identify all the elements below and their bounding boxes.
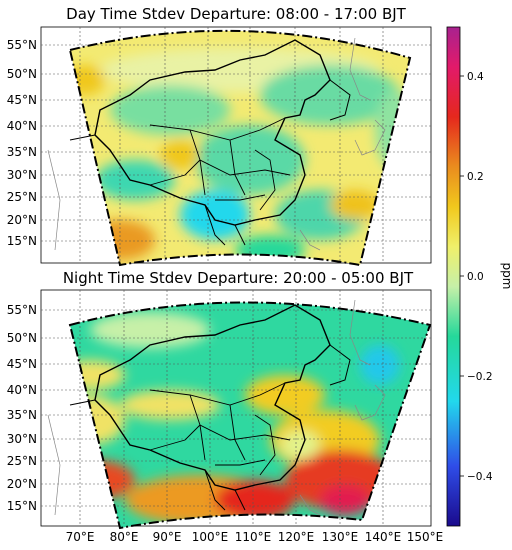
top-map-panel: 55°N 50°N 45°N 40°N 35°N 30°N 25°N 20°N … (7, 26, 432, 267)
lat-label: 45°N (7, 93, 37, 107)
lat-label: 25°N (7, 190, 37, 204)
colorbar-unit-label: ppm (500, 263, 512, 290)
lat-label: 50°N (7, 331, 37, 345)
colorbar-tick-label: 0.2 (467, 171, 484, 183)
colorbar-tick-label: 0.0 (467, 271, 484, 283)
top-lat-labels: 55°N 50°N 45°N 40°N 35°N 30°N 25°N 20°N … (7, 38, 37, 248)
bottom-panel-title: Night Time Stdev Departure: 20:00 - 05:0… (63, 269, 414, 287)
bottom-province-borders (149, 382, 291, 476)
lon-label: 140°E (365, 530, 402, 544)
colorbar-gradient (446, 26, 461, 527)
top-china-border (94, 39, 331, 226)
top-panel-title: Day Time Stdev Departure: 08:00 - 17:00 … (66, 5, 406, 23)
lat-label: 50°N (7, 67, 37, 81)
lat-label: 40°N (7, 383, 37, 397)
lat-label: 55°N (7, 303, 37, 317)
lat-label: 30°N (7, 168, 37, 182)
bottom-lat-labels: 55°N 50°N 45°N 40°N 35°N 30°N 25°N 20°N … (7, 303, 37, 513)
lat-label: 15°N (7, 499, 37, 513)
top-neighbor-borders (69, 79, 351, 246)
bottom-lon-labels: 70°E 80°E 90°E 100°E 110°E 120°E 130°E 1… (66, 530, 444, 544)
lat-label: 40°N (7, 119, 37, 133)
lat-label: 20°N (7, 213, 37, 227)
lon-label: 80°E (110, 530, 139, 544)
top-coastlines (47, 37, 386, 251)
lat-label: 15°N (7, 234, 37, 248)
lon-label: 70°E (66, 530, 95, 544)
bottom-gridlines (41, 290, 431, 526)
lat-label: 30°N (7, 432, 37, 446)
bottom-coastlines (47, 299, 386, 516)
top-domain-boundary (68, 29, 412, 267)
colorbar: 0.4 0.2 0.0 −0.2 −0.4 ppm (446, 26, 512, 527)
bottom-map-panel: 55°N 50°N 45°N 40°N 35°N 30°N 25°N 20°N … (7, 289, 444, 544)
top-province-borders (149, 117, 291, 211)
bottom-neighbor-borders (69, 344, 351, 511)
colorbar-tick-label: 0.4 (467, 71, 484, 83)
lat-label: 20°N (7, 477, 37, 491)
colorbar-tick-label: −0.2 (467, 371, 493, 383)
bottom-domain-boundary (68, 301, 432, 530)
lat-label: 35°N (7, 408, 37, 422)
lon-label: 90°E (153, 530, 182, 544)
lon-label: 130°E (322, 530, 359, 544)
lat-label: 55°N (7, 38, 37, 52)
colorbar-tick-label: −0.4 (467, 471, 493, 483)
lon-label: 150°E (407, 530, 444, 544)
lon-label: 100°E (192, 530, 229, 544)
lon-label: 110°E (235, 530, 272, 544)
colorbar-ticks (460, 75, 464, 477)
bottom-china-border (94, 304, 331, 491)
lat-label: 25°N (7, 454, 37, 468)
lat-label: 35°N (7, 145, 37, 159)
top-gridlines (41, 27, 431, 263)
lat-label: 45°N (7, 357, 37, 371)
lon-label: 120°E (278, 530, 315, 544)
